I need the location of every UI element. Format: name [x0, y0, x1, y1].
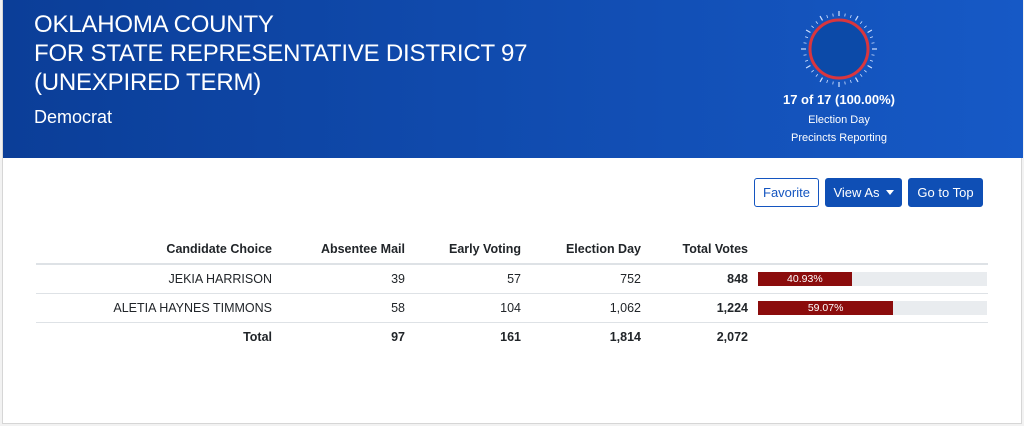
gauge-tick	[811, 69, 814, 73]
election-day-votes: 752	[521, 264, 641, 294]
gauge-tick	[805, 64, 811, 69]
gauge-tick	[811, 25, 814, 29]
gauge-tick	[849, 79, 852, 83]
column-header-absentee: Absentee Mail	[272, 234, 405, 265]
party-label: Democrat	[34, 107, 113, 127]
gauge-tick	[826, 79, 829, 83]
gauge-tick	[871, 54, 875, 56]
percent-bar-track: 40.93%	[758, 271, 987, 286]
go-to-top-button[interactable]: Go to Top	[908, 178, 983, 207]
reporting-label-line-1: Election Day	[808, 114, 870, 126]
totals-row: Total 97 161 1,814 2,072	[36, 322, 988, 351]
gauge-tick	[805, 59, 809, 62]
gauge-ring	[808, 18, 870, 80]
percent-bar-cell: 40.93%	[748, 264, 988, 294]
gauge-tick	[849, 15, 852, 19]
gauge-tick	[832, 13, 834, 17]
race-title-line-3: (UNEXPIRED TERM)	[34, 69, 262, 96]
gauge-tick	[864, 25, 867, 29]
absentee-votes: 39	[272, 264, 405, 294]
reporting-summary: 17 of 17 (100.00%)	[782, 92, 895, 107]
gauge-tick	[826, 15, 829, 19]
percent-bar-cell: 59.07%	[748, 293, 988, 323]
gauge-tick	[844, 13, 846, 17]
gauge-tick	[864, 69, 867, 73]
gauge-tick	[803, 54, 807, 56]
column-header-election-day: Election Day	[521, 234, 641, 265]
early-votes: 104	[405, 293, 521, 323]
election-day-votes: 1,062	[521, 293, 641, 323]
results-table: Candidate Choice Absentee Mail Early Vot…	[36, 234, 988, 351]
gauge-tick	[805, 29, 811, 34]
gauge-tick	[819, 77, 824, 83]
gauge-tick	[869, 36, 873, 39]
percent-bar-track: 59.07%	[758, 300, 987, 315]
gauge-tick	[859, 74, 863, 77]
caret-down-icon	[885, 190, 894, 195]
candidate-name: ALETIA HAYNES TIMMONS	[36, 293, 272, 323]
totals-label: Total	[243, 329, 272, 344]
view-as-dropdown-button[interactable]: View As	[825, 178, 902, 207]
race-title-line-1: OKLAHOMA COUNTY	[34, 11, 274, 38]
candidate-name: JEKIA HARRISON	[36, 264, 272, 294]
column-header-candidate: Candidate Choice	[36, 234, 272, 265]
reporting-label-line-2: Precincts Reporting	[791, 132, 887, 144]
column-header-early-voting: Early Voting	[405, 234, 521, 265]
gauge-tick	[803, 42, 807, 44]
totals-absentee: 97	[391, 329, 405, 344]
totals-total: 2,072	[716, 329, 748, 344]
gauge-tick	[871, 42, 875, 44]
early-votes: 57	[405, 264, 521, 294]
absentee-votes: 58	[272, 293, 405, 323]
table-header-row: Candidate Choice Absentee Mail Early Vot…	[36, 234, 988, 265]
gauge-tick	[844, 81, 846, 85]
view-as-label: View As	[833, 185, 880, 200]
gauge-tick	[815, 21, 819, 24]
gauge-tick	[819, 15, 824, 21]
gauge-tick	[805, 36, 809, 39]
total-votes: 848	[641, 264, 748, 294]
precincts-reporting-gauge	[801, 11, 877, 87]
percent-bar-fill: 40.93%	[758, 271, 852, 286]
totals-bar-cell	[748, 322, 988, 351]
gauge-tick	[867, 29, 873, 34]
race-title-line-2: FOR STATE REPRESENTATIVE DISTRICT 97	[34, 40, 528, 67]
gauge-ticks	[801, 11, 877, 87]
gauge-tick	[854, 15, 859, 21]
gauge-tick	[867, 64, 873, 69]
totals-early: 161	[500, 329, 521, 344]
gauge-tick	[815, 74, 819, 77]
gauge-tick	[832, 81, 834, 85]
percent-bar-fill: 59.07%	[758, 300, 894, 315]
gauge-tick	[859, 21, 863, 24]
table-row: ALETIA HAYNES TIMMONS 58 104 1,062 1,224…	[36, 293, 988, 323]
race-header: OKLAHOMA COUNTY FOR STATE REPRESENTATIVE…	[3, 0, 1023, 158]
favorite-button[interactable]: Favorite	[754, 178, 819, 207]
column-header-total-votes: Total Votes	[641, 234, 748, 265]
gauge-tick	[869, 59, 873, 62]
table-row: JEKIA HARRISON 39 57 752 848 40.93%	[36, 264, 988, 294]
total-votes: 1,224	[641, 293, 748, 323]
gauge-tick	[854, 77, 859, 83]
totals-election-day: 1,814	[609, 329, 641, 344]
column-header-percent-bar	[748, 234, 988, 265]
